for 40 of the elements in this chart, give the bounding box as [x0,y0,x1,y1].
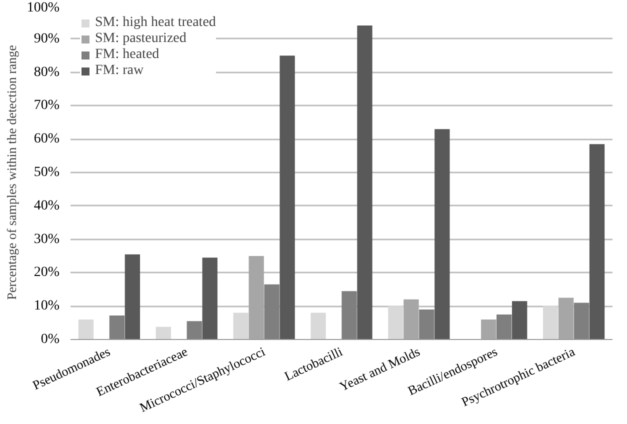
bar [434,129,450,340]
bar [589,144,605,340]
bar [264,284,280,340]
y-tick-label: 100% [26,0,60,16]
legend-label: FM: heated [95,47,160,63]
bar [78,319,94,340]
bar [186,321,202,340]
y-tick-label: 20% [34,265,60,280]
bar [310,312,326,340]
bar [233,312,248,340]
y-tick-label: 30% [34,232,60,247]
bar [156,326,171,340]
bar [357,26,372,340]
bar [542,306,558,340]
bar [280,56,295,340]
bar [558,298,574,340]
legend-label: FM: raw [95,63,144,79]
y-tick-label: 0% [40,332,60,347]
bar [124,254,140,340]
bar [496,314,512,340]
y-tick-label: 90% [34,31,60,46]
y-tick-label: 60% [34,132,60,147]
bar [342,291,357,340]
y-axis-title: Percentage of samples within the detection range [4,44,19,300]
y-tick-label: 80% [34,64,60,80]
y-tick-label: 50% [34,165,60,180]
bar [202,258,218,340]
legend-label: SM: high heat treated [95,15,216,31]
legend-label: SM: pasteurized [95,31,186,47]
bar [404,299,419,340]
bar [574,302,590,340]
bar [419,309,434,340]
y-tick-label: 10% [34,298,60,314]
y-tick-label: 40% [34,198,60,214]
bar [248,256,264,340]
y-tick-label: 70% [34,98,60,114]
bar [388,306,404,340]
bar [512,301,528,340]
bar [481,319,496,340]
bar [109,315,125,340]
